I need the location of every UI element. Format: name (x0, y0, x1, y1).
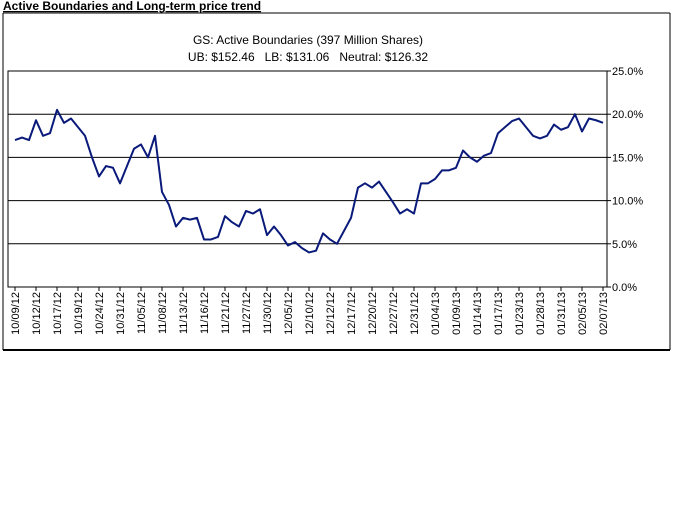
chart-subtitle: UB: $152.46 LB: $131.06 Neutral: $126.32 (188, 50, 428, 64)
x-tick-label: 10/12/12 (31, 292, 43, 335)
x-tick-label: 01/17/13 (493, 292, 505, 335)
x-tick-label: 12/27/12 (388, 292, 400, 335)
x-tick-label: 02/07/13 (598, 292, 610, 335)
x-tick-label: 12/12/12 (325, 292, 337, 335)
x-tick-label: 11/16/12 (199, 292, 211, 334)
y-tick-label: 5.0% (612, 239, 637, 251)
x-tick-label: 01/31/13 (556, 292, 568, 335)
x-tick-label: 01/14/13 (472, 292, 484, 335)
x-tick-label: 01/28/13 (535, 292, 547, 335)
x-tick-label: 10/09/12 (10, 292, 22, 335)
x-tick-label: 12/20/12 (367, 292, 379, 335)
x-tick-label: 01/09/13 (451, 292, 463, 335)
y-tick-label: 10.0% (612, 196, 643, 208)
x-tick-label: 11/05/12 (136, 292, 148, 334)
x-tick-label: 11/08/12 (157, 292, 169, 334)
x-tick-label: 12/31/12 (409, 292, 421, 335)
y-tick-label: 0.0% (612, 282, 637, 294)
chart-title: GS: Active Boundaries (397 Million Share… (193, 33, 423, 47)
x-tick-label: 12/17/12 (346, 292, 358, 335)
x-tick-label: 01/23/13 (514, 292, 526, 335)
x-tick-label: 11/30/12 (262, 292, 274, 334)
line-series (14, 108, 604, 254)
x-tick-label: 11/13/12 (178, 292, 190, 334)
x-tick-label: 10/17/12 (52, 292, 64, 335)
x-tick-label: 01/04/13 (430, 292, 442, 335)
x-tick-label: 12/10/12 (304, 292, 316, 335)
y-tick-label: 25.0% (612, 66, 643, 78)
x-tick-label: 11/21/12 (220, 292, 232, 334)
y-tick-label: 20.0% (612, 109, 643, 121)
x-tick-label: 10/24/12 (94, 292, 106, 335)
y-tick-label: 15.0% (612, 152, 643, 164)
x-tick-label: 10/31/12 (115, 292, 127, 335)
x-tick-label: 12/05/12 (283, 292, 295, 335)
x-tick-label: 02/05/13 (577, 292, 589, 335)
header-title: Active Boundaries and Long-term price tr… (3, 0, 261, 13)
x-tick-label: 11/27/12 (241, 292, 253, 334)
x-tick-label: 10/19/12 (73, 292, 85, 335)
